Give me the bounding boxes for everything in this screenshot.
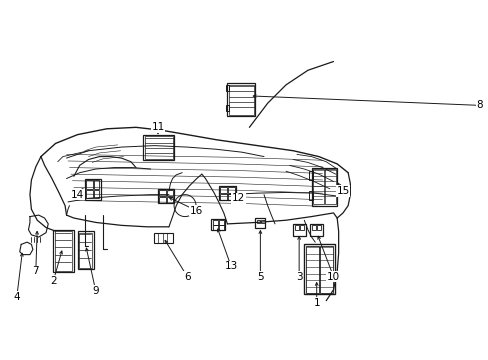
Bar: [218, 220, 224, 225]
Bar: [312, 169, 324, 204]
Text: 7: 7: [32, 266, 39, 276]
Bar: [309, 191, 312, 200]
Bar: [93, 180, 99, 189]
Bar: [218, 186, 236, 201]
Bar: [77, 231, 93, 269]
Bar: [212, 225, 218, 230]
Bar: [159, 197, 165, 203]
Bar: [228, 194, 234, 200]
Bar: [166, 197, 172, 203]
Text: 2: 2: [50, 276, 57, 286]
Text: 8: 8: [475, 100, 482, 111]
Bar: [53, 230, 74, 272]
Bar: [225, 85, 228, 91]
Bar: [86, 180, 93, 189]
Bar: [211, 219, 224, 230]
Bar: [218, 225, 224, 230]
Bar: [143, 135, 174, 160]
Bar: [311, 225, 315, 230]
Bar: [319, 246, 332, 293]
Bar: [309, 224, 323, 235]
Bar: [84, 179, 101, 201]
Text: 9: 9: [92, 286, 99, 296]
Text: 10: 10: [326, 271, 339, 282]
Text: 11: 11: [151, 122, 164, 132]
Bar: [309, 171, 312, 180]
Bar: [305, 246, 318, 293]
Bar: [293, 224, 306, 235]
Bar: [324, 169, 335, 204]
Bar: [255, 218, 265, 228]
Bar: [154, 233, 172, 243]
Bar: [311, 167, 337, 206]
Text: 4: 4: [14, 292, 20, 302]
Text: 1: 1: [313, 298, 319, 308]
Text: 14: 14: [71, 190, 84, 200]
Bar: [316, 225, 321, 230]
Bar: [227, 84, 255, 116]
Text: 6: 6: [183, 271, 190, 282]
Bar: [159, 190, 165, 196]
Bar: [55, 231, 72, 271]
Bar: [166, 190, 172, 196]
Bar: [304, 244, 334, 294]
Bar: [79, 233, 92, 268]
Text: 13: 13: [224, 261, 237, 271]
Bar: [228, 85, 253, 115]
Bar: [225, 105, 228, 111]
Bar: [220, 187, 227, 193]
Bar: [93, 189, 99, 198]
Bar: [261, 220, 264, 223]
Bar: [256, 220, 260, 223]
Bar: [158, 189, 174, 203]
Bar: [144, 136, 172, 159]
Text: 3: 3: [295, 271, 302, 282]
Bar: [86, 189, 93, 198]
Text: 12: 12: [231, 193, 244, 203]
Bar: [228, 187, 234, 193]
Text: 15: 15: [336, 186, 349, 196]
Bar: [299, 225, 304, 230]
Bar: [294, 225, 299, 230]
Text: 5: 5: [257, 271, 263, 282]
Text: 16: 16: [190, 206, 203, 216]
Bar: [220, 194, 227, 200]
Bar: [212, 220, 218, 225]
